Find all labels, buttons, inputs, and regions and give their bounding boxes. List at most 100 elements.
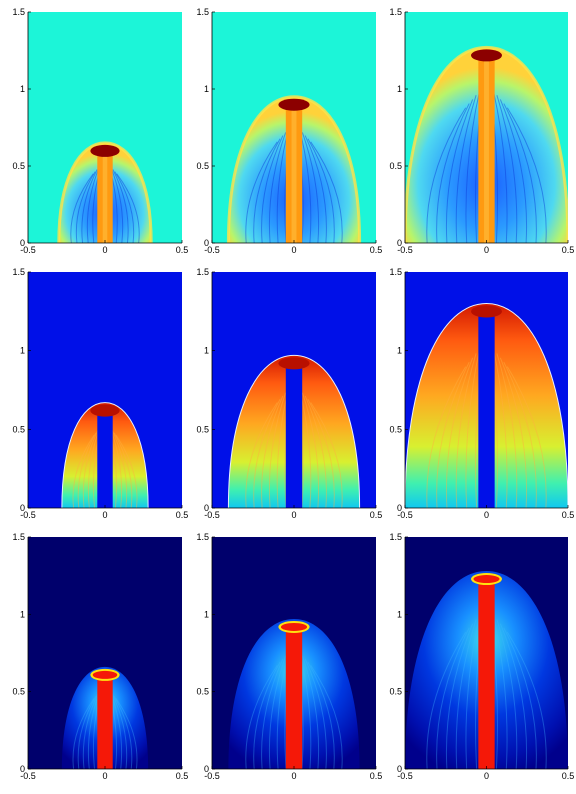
y-tick-label: 1.5 (196, 7, 209, 17)
jet-head (471, 49, 502, 62)
filament-streak (110, 167, 124, 243)
filament-streak (82, 430, 99, 508)
x-tick-label: 0 (102, 245, 107, 255)
y-tick-label: 1.5 (196, 532, 209, 542)
filament-streak (465, 348, 481, 508)
x-tick-label: 0.5 (562, 771, 575, 781)
y-tick-label: 0 (20, 238, 25, 248)
x-tick-label: -0.5 (204, 510, 220, 520)
filament-streak (499, 623, 528, 769)
x-tick-label: -0.5 (204, 245, 220, 255)
x-tick-label: -0.5 (397, 510, 413, 520)
panel-r3-c2: 00.511.5-0.5 0 0.5 (196, 532, 382, 781)
filament-streak (304, 395, 327, 508)
x-tick-label: 0 (291, 245, 296, 255)
y-tick-label: 0.5 (196, 687, 209, 697)
filament-streak (445, 623, 474, 769)
filament-streak (503, 361, 537, 508)
y-tick-label: 0.5 (389, 161, 402, 171)
x-tick-label: 0 (102, 771, 107, 781)
filament-streak (445, 357, 474, 508)
filament-streak (492, 615, 508, 769)
filament-streak (301, 392, 320, 508)
jet-head-core (473, 575, 500, 584)
y-tick-label: 0 (204, 764, 209, 774)
jet-head-core (92, 670, 118, 679)
filament-streak (82, 693, 99, 769)
x-tick-label: 0.5 (176, 771, 189, 781)
jet-core (291, 104, 297, 243)
y-tick-label: 0 (20, 764, 25, 774)
y-tick-label: 1.5 (12, 532, 25, 542)
filament-streak (465, 90, 481, 243)
jet-column (97, 408, 113, 508)
y-tick-label: 0.5 (12, 687, 25, 697)
filament-streak (310, 141, 343, 243)
filament-streak (499, 99, 528, 243)
y-tick-label: 0 (204, 503, 209, 513)
filament-streak (111, 430, 128, 508)
y-tick-label: 1.5 (196, 267, 209, 277)
filament-streak (72, 698, 95, 769)
y-tick-label: 1 (204, 84, 209, 94)
jet-head (90, 144, 120, 157)
x-tick-label: -0.5 (20, 245, 36, 255)
filament-streak (268, 132, 287, 243)
filament-streak (455, 353, 477, 508)
y-tick-label: 1 (397, 84, 402, 94)
shock-front (61, 402, 149, 508)
jet-column (285, 624, 303, 769)
jet-column (285, 361, 303, 508)
y-tick-label: 1 (20, 84, 25, 94)
shock-front (226, 95, 362, 243)
panel-r1-c3: 00.511.5-0.5 0 0.5 (389, 7, 574, 255)
filament-streak (506, 107, 547, 243)
jet-column (478, 577, 495, 769)
shock-front (57, 141, 153, 243)
filament-streak (112, 169, 129, 243)
filament-streak (499, 357, 528, 508)
x-tick-label: 0 (291, 771, 296, 781)
x-tick-label: 0.5 (370, 510, 383, 520)
filament-streak (503, 627, 537, 769)
filament-streak (113, 695, 133, 769)
filament-streak (304, 658, 327, 769)
filament-streak (268, 655, 287, 769)
filament-streak (245, 141, 278, 243)
panel-r3-c1: 00.511.5-0.5 0 0.5 (12, 532, 188, 781)
filament-streak (455, 95, 477, 243)
x-tick-label: -0.5 (20, 510, 36, 520)
filament-streak (307, 398, 335, 508)
filament-streak (276, 129, 289, 243)
filament-streak (299, 652, 312, 769)
filament-streak (301, 132, 320, 243)
filament-streak (436, 627, 470, 769)
filament-streak (455, 619, 477, 769)
filament-streak (111, 693, 128, 769)
x-tick-label: 0 (102, 510, 107, 520)
filament-streak (87, 691, 100, 769)
filament-streak (310, 664, 343, 769)
y-tick-label: 0.5 (196, 424, 209, 434)
filament-streak (436, 103, 470, 243)
y-tick-label: 0 (397, 764, 402, 774)
filament-streak (436, 361, 470, 508)
filament-streak (307, 138, 335, 243)
y-tick-label: 1 (20, 346, 25, 356)
filament-streak (253, 661, 281, 769)
x-tick-label: 0.5 (176, 245, 189, 255)
filament-streak (115, 434, 138, 508)
x-tick-label: 0 (291, 510, 296, 520)
panel-r2-c2: 00.511.5-0.5 0 0.5 (196, 267, 382, 520)
panel-r3-c3: 00.511.5-0.5 0 0.5 (389, 532, 574, 781)
jet-head-core (280, 622, 308, 631)
jet-head (471, 305, 502, 318)
filament-streak (299, 129, 312, 243)
x-tick-label: 0.5 (562, 510, 575, 520)
filament-streak (86, 167, 100, 243)
panel-r1-c1: 00.511.5-0.5 0 0.5 (12, 7, 188, 255)
shock-front (227, 354, 361, 508)
x-tick-label: 0.5 (176, 510, 189, 520)
y-tick-label: 1.5 (389, 532, 402, 542)
